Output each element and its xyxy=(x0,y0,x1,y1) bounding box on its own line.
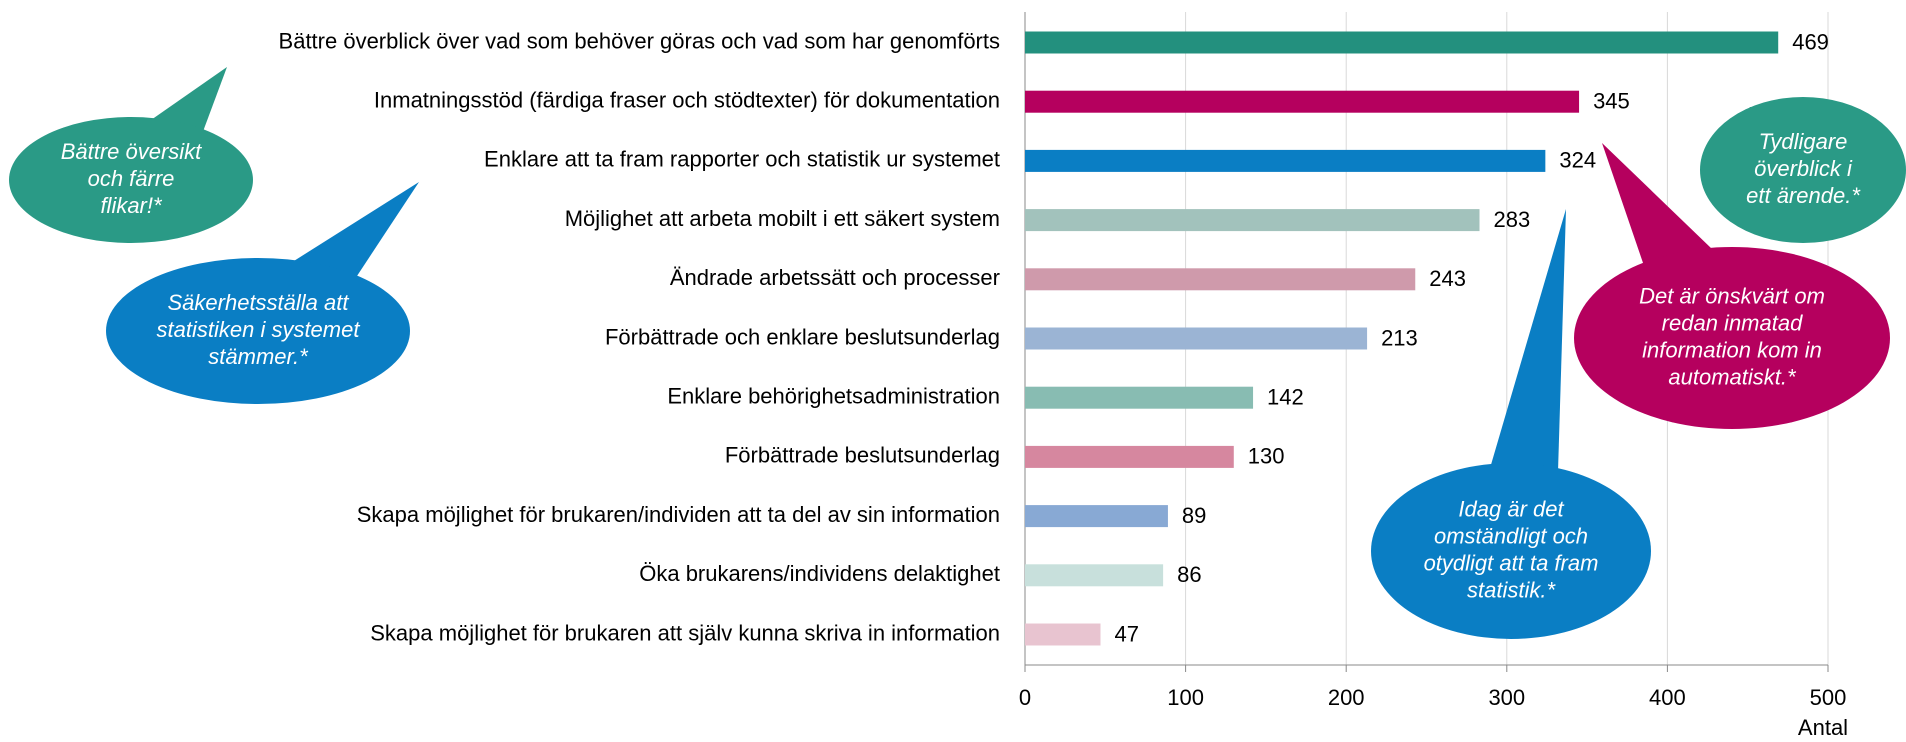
bubble-body xyxy=(1700,97,1906,243)
value-label: 469 xyxy=(1792,29,1829,54)
value-label: 86 xyxy=(1177,562,1201,587)
value-label: 130 xyxy=(1248,444,1285,469)
bar xyxy=(1025,445,1234,468)
x-tick-label: 100 xyxy=(1167,685,1204,710)
category-label: Möjlighet att arbeta mobilt i ett säkert… xyxy=(565,206,1000,231)
value-label: 283 xyxy=(1493,207,1530,232)
bubble-text: Säkerhetsställa att xyxy=(168,290,350,315)
bar xyxy=(1025,31,1779,54)
category-label: Inmatningsstöd (färdiga fraser och stödt… xyxy=(374,88,1000,113)
category-label: Bättre överblick över vad som behöver gö… xyxy=(279,28,1000,53)
value-label: 324 xyxy=(1559,148,1596,173)
bar xyxy=(1025,209,1480,232)
value-label: 47 xyxy=(1114,621,1138,646)
bubble-text: stämmer.* xyxy=(208,344,309,369)
category-label: Förbättrade och enklare beslutsunderlag xyxy=(605,324,1000,349)
bubble-text: statistiken i systemet xyxy=(157,317,361,342)
bubble-text: automatiskt.* xyxy=(1668,364,1797,389)
bubble-text: omständligt och xyxy=(1434,523,1588,548)
x-tick-label: 500 xyxy=(1810,685,1847,710)
bubble-text: överblick i xyxy=(1754,156,1853,181)
bar xyxy=(1025,564,1164,587)
bubble-text: Idag är det xyxy=(1458,496,1564,521)
bubble-tail xyxy=(285,182,419,284)
value-label: 142 xyxy=(1267,385,1304,410)
bubble-body xyxy=(106,258,410,404)
bar xyxy=(1025,505,1168,528)
x-tick-label: 0 xyxy=(1019,685,1031,710)
bubble-body xyxy=(1574,247,1890,429)
bar xyxy=(1025,327,1368,350)
bubble-text: statistik.* xyxy=(1467,577,1556,602)
bar xyxy=(1025,90,1580,113)
bubble-text: otydligt att ta fram xyxy=(1424,550,1599,575)
bubble-tail xyxy=(1602,143,1720,273)
bubble-text: Tydligare xyxy=(1759,129,1848,154)
bubble-text: och färre xyxy=(88,166,175,191)
value-label: 213 xyxy=(1381,325,1418,350)
bubble-text: information kom in xyxy=(1642,337,1822,362)
x-tick-label: 400 xyxy=(1649,685,1686,710)
category-label: Skapa möjlighet för brukaren att själv k… xyxy=(370,620,1000,645)
bubble-text: Bättre översikt xyxy=(61,139,202,164)
category-label: Ändrade arbetssätt och processer xyxy=(670,265,1000,290)
bubble-text: redan inmatad xyxy=(1662,310,1803,335)
category-label: Skapa möjlighet för brukaren/individen a… xyxy=(357,502,1000,527)
bubble-body xyxy=(1371,463,1651,639)
bar xyxy=(1025,149,1546,172)
bar xyxy=(1025,268,1416,291)
category-label: Förbättrade beslutsunderlag xyxy=(725,443,1000,468)
category-label: Öka brukarens/individens delaktighet xyxy=(639,561,1000,586)
value-label: 243 xyxy=(1429,266,1466,291)
bubble-body xyxy=(9,117,253,243)
bubble-tail xyxy=(145,67,227,137)
bubble-tail xyxy=(1488,209,1566,478)
x-tick-label: 200 xyxy=(1328,685,1365,710)
value-label: 89 xyxy=(1182,503,1206,528)
bar xyxy=(1025,386,1254,409)
x-tick-label: 300 xyxy=(1488,685,1525,710)
bubble-text: ett ärende.* xyxy=(1746,183,1861,208)
category-label: Enklare att ta fram rapporter och statis… xyxy=(484,147,1000,172)
bubble-text: Det är önskvärt om xyxy=(1639,283,1825,308)
value-label: 345 xyxy=(1593,89,1630,114)
bar xyxy=(1025,623,1101,646)
x-axis-label: Antal xyxy=(1798,715,1848,740)
bubble-text: flikar!* xyxy=(100,193,163,218)
category-label: Enklare behörighetsadministration xyxy=(667,384,1000,409)
